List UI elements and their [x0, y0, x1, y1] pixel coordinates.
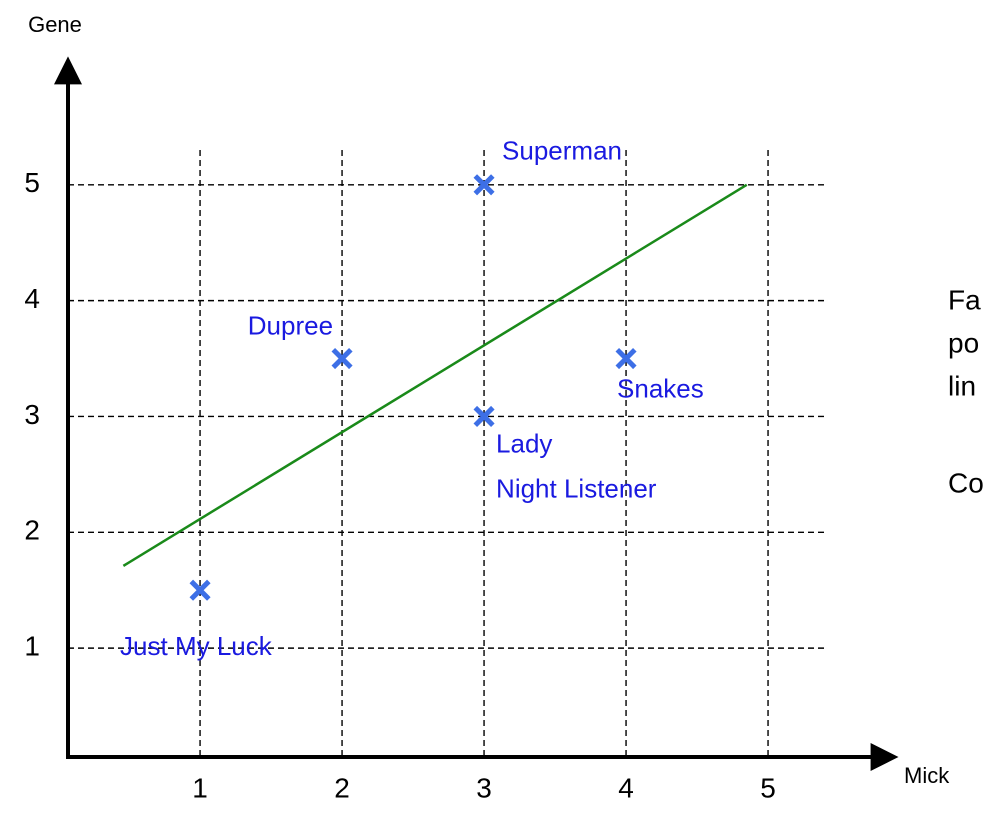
x-tick-label: 3	[476, 772, 492, 803]
side-text: Co	[948, 467, 984, 498]
point	[331, 347, 353, 370]
x-tick-label: 5	[760, 772, 776, 803]
side-text: Fa	[948, 284, 981, 315]
point-label: Dupree	[248, 310, 333, 340]
point	[615, 347, 637, 370]
grid	[68, 150, 825, 757]
x-axis-label: Mick	[904, 763, 950, 788]
point-label: Lady	[496, 428, 552, 458]
point-label: Night Listener	[496, 473, 657, 503]
y-axis-label: Gene	[28, 12, 82, 37]
point-label: Superman	[502, 136, 622, 166]
point	[189, 579, 211, 601]
x-tick-label: 2	[334, 772, 350, 803]
x-tick-label: 4	[618, 772, 634, 803]
x-tick-label: 1	[192, 772, 208, 803]
side-text: lin	[948, 370, 976, 401]
y-tick-label: 4	[24, 283, 40, 314]
y-tick-label: 1	[24, 631, 40, 662]
y-tick-label: 2	[24, 515, 40, 546]
side-text: po	[948, 327, 979, 358]
fit-line	[122, 183, 748, 567]
y-tick-label: 5	[24, 167, 40, 198]
point-label: Snakes	[617, 373, 704, 403]
y-tick-label: 3	[24, 399, 40, 430]
point-label: Just My Luck	[120, 631, 273, 661]
point	[473, 174, 495, 196]
point	[473, 405, 495, 427]
